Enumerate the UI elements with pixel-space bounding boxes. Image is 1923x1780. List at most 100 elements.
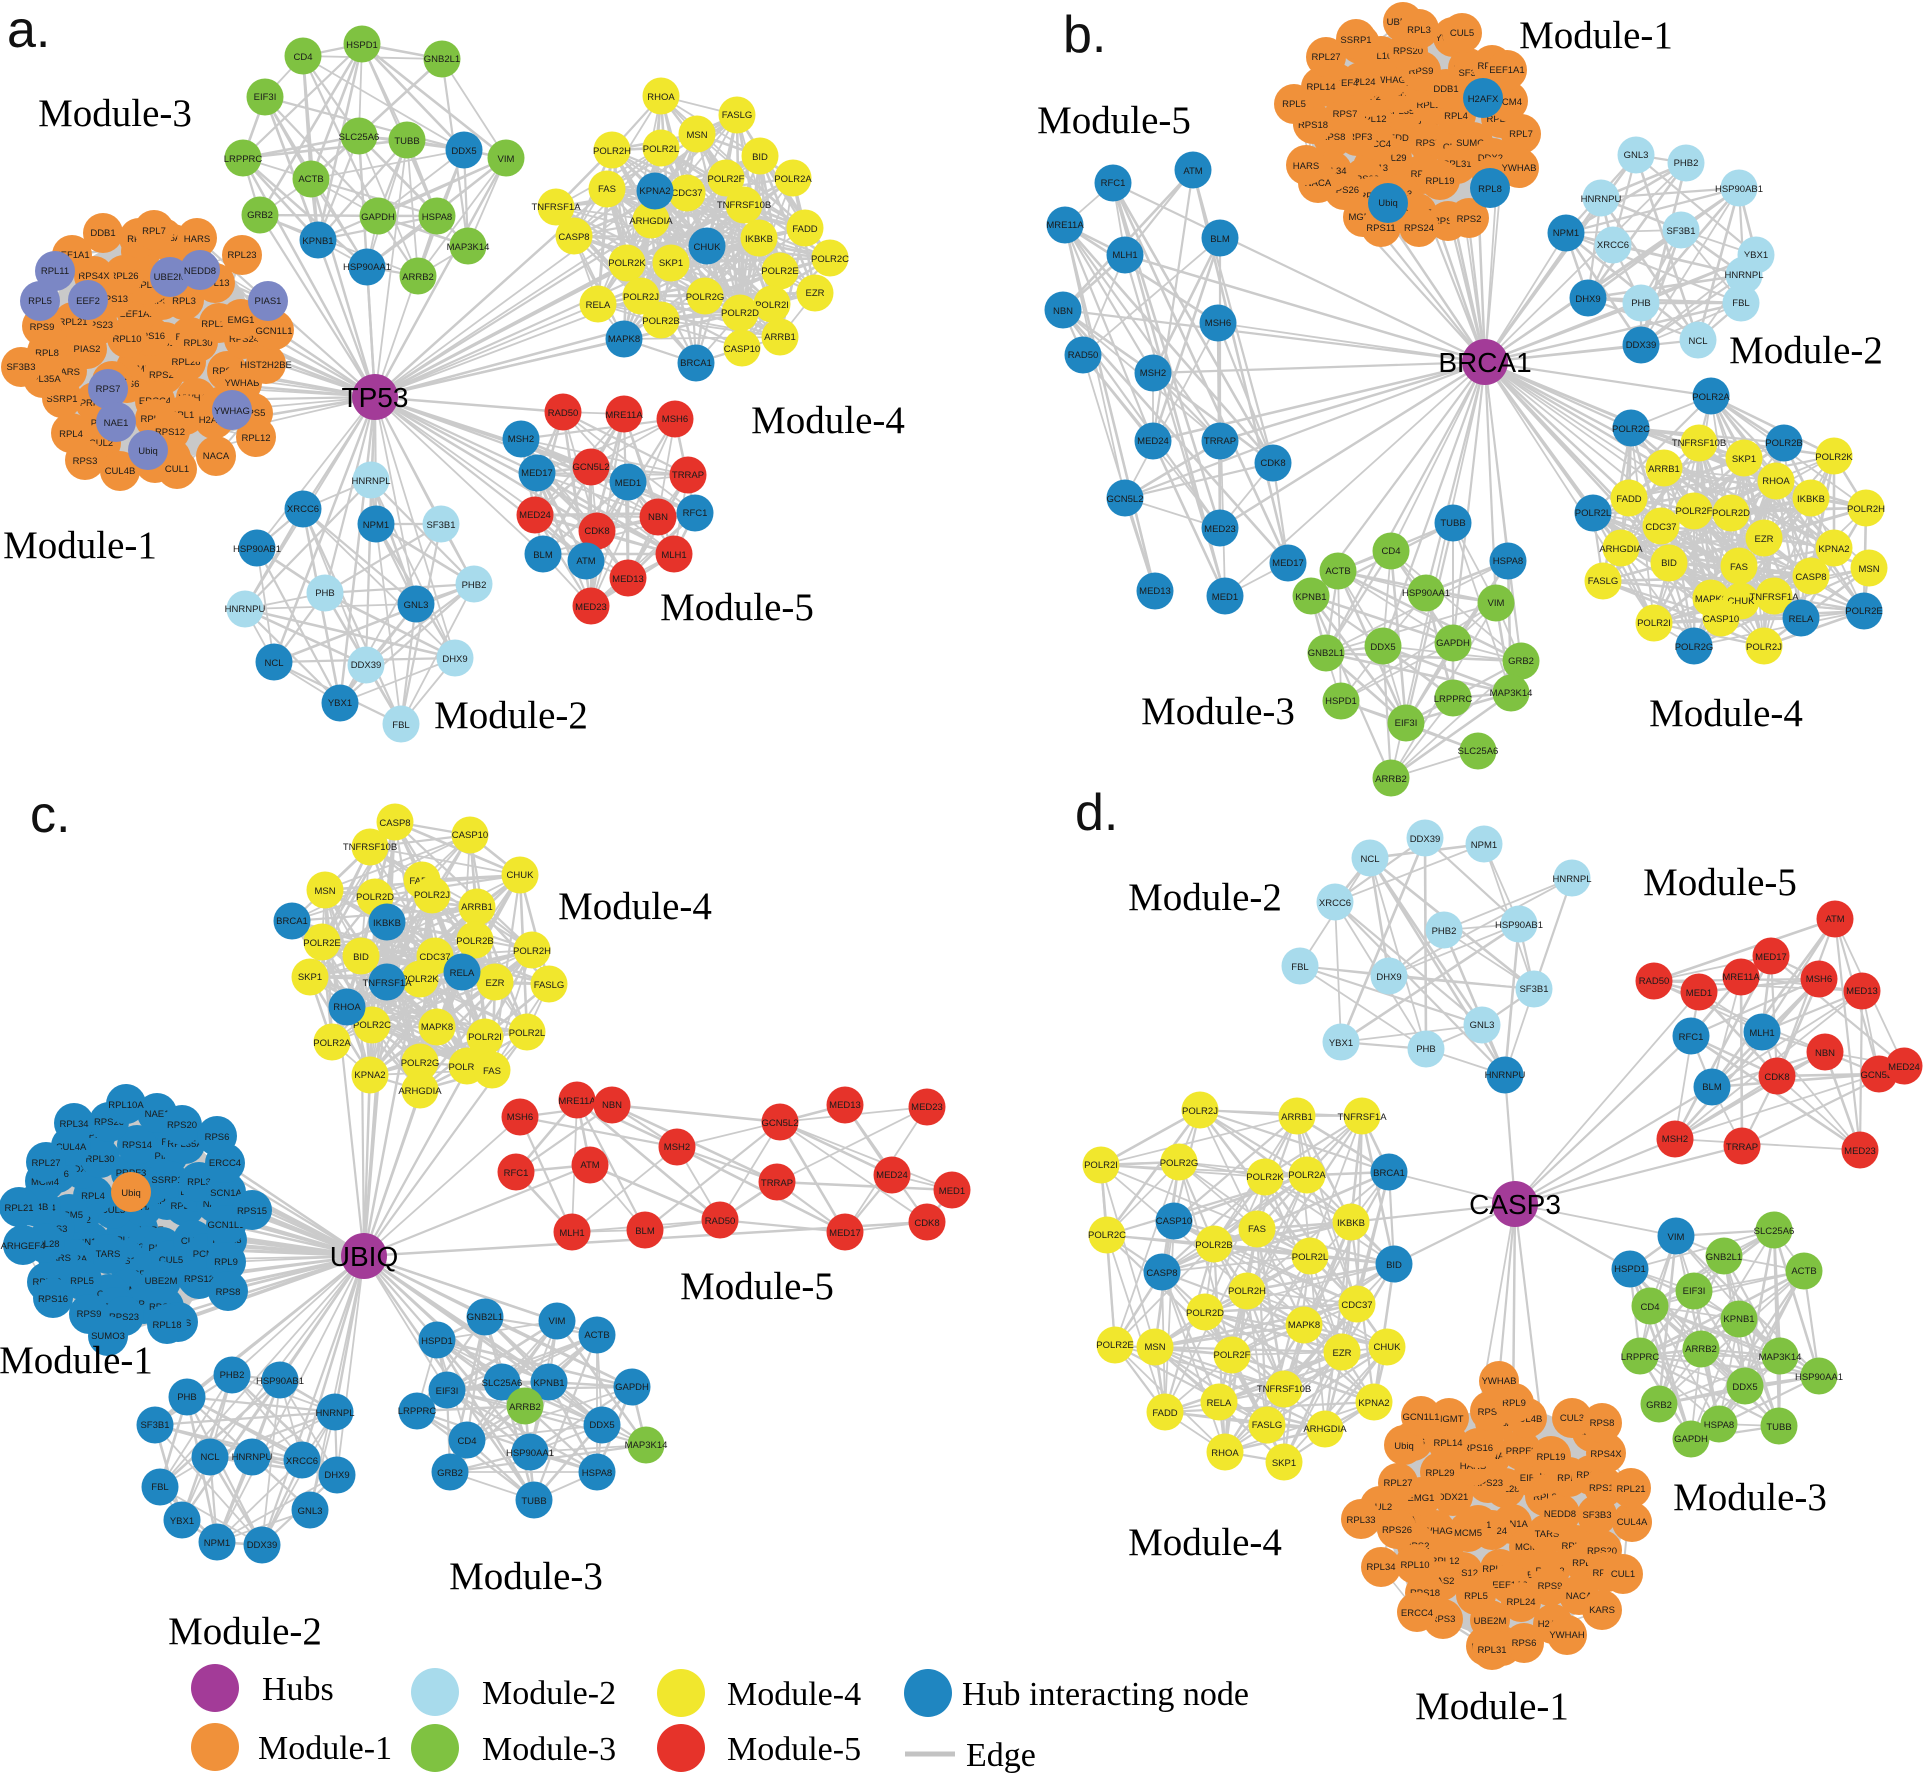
svg-text:CUL4B: CUL4B (105, 466, 136, 477)
svg-text:YBX1: YBX1 (1329, 1038, 1353, 1049)
svg-text:HNRNPL: HNRNPL (1552, 874, 1591, 885)
svg-text:RHOA: RHOA (1762, 476, 1790, 487)
svg-text:RPS24: RPS24 (1404, 223, 1434, 234)
svg-text:ACTB: ACTB (584, 1330, 609, 1341)
svg-text:HNRNPU: HNRNPU (1581, 194, 1622, 205)
svg-text:Module-5: Module-5 (680, 1265, 834, 1308)
svg-text:EZR: EZR (1755, 534, 1774, 545)
svg-text:VIM: VIM (549, 1316, 566, 1327)
svg-text:NBN: NBN (1053, 306, 1073, 317)
svg-text:HSPA8: HSPA8 (1704, 1420, 1734, 1431)
svg-text:ARHGDIA: ARHGDIA (1303, 1424, 1347, 1435)
svg-text:GAPDH: GAPDH (615, 1382, 649, 1393)
svg-text:GRB2: GRB2 (247, 210, 273, 221)
svg-text:DHX9: DHX9 (324, 1470, 349, 1481)
svg-text:FADD: FADD (1152, 1408, 1177, 1419)
svg-text:EIF3I: EIF3I (254, 92, 277, 103)
svg-text:GCN5L2: GCN5L2 (1107, 494, 1144, 505)
svg-text:BID: BID (353, 952, 369, 963)
svg-text:ACTB: ACTB (1325, 566, 1350, 577)
svg-text:CUL3: CUL3 (1560, 1413, 1584, 1424)
svg-text:RFC1: RFC1 (683, 508, 708, 519)
svg-text:RAD50: RAD50 (705, 1216, 736, 1227)
svg-text:BLM: BLM (533, 550, 553, 561)
svg-text:DHX9: DHX9 (1575, 294, 1600, 305)
svg-text:HNRNPL: HNRNPL (1724, 270, 1763, 281)
svg-text:EZR: EZR (806, 288, 825, 299)
svg-text:CUL1: CUL1 (165, 464, 189, 475)
svg-text:Module-2: Module-2 (434, 694, 588, 737)
svg-text:DDX5: DDX5 (1370, 642, 1395, 653)
svg-text:POLR2F: POLR2F (708, 174, 745, 185)
svg-text:Module-2: Module-2 (168, 1610, 322, 1653)
svg-text:IKBKB: IKBKB (745, 234, 773, 245)
svg-text:BRCA1: BRCA1 (680, 358, 712, 369)
svg-text:RPL10: RPL10 (1400, 1560, 1429, 1571)
svg-text:PHB: PHB (1416, 1044, 1436, 1055)
svg-text:CDK8: CDK8 (1764, 1072, 1789, 1083)
svg-text:CASP8: CASP8 (1795, 572, 1826, 583)
svg-text:CHUK: CHUK (1374, 1342, 1402, 1353)
svg-text:GRB2: GRB2 (1646, 1400, 1672, 1411)
svg-text:POLR2G: POLR2G (1160, 1158, 1199, 1169)
svg-text:POLR2J: POLR2J (1182, 1106, 1218, 1117)
svg-text:XRCC6: XRCC6 (1319, 898, 1351, 909)
svg-text:EIF3I: EIF3I (1395, 718, 1418, 729)
svg-text:ARHGDIA: ARHGDIA (629, 216, 673, 227)
svg-text:POLR2C: POLR2C (1088, 1230, 1126, 1241)
svg-text:MSH2: MSH2 (1140, 368, 1166, 379)
svg-text:NACA: NACA (203, 451, 230, 462)
svg-text:HSPD1: HSPD1 (1614, 1264, 1646, 1275)
svg-text:DHX9: DHX9 (442, 654, 467, 665)
svg-text:MSH2: MSH2 (1662, 1134, 1688, 1145)
svg-text:SLC25A6: SLC25A6 (339, 132, 380, 143)
svg-text:YWHAB: YWHAB (1482, 1376, 1517, 1387)
svg-text:SF3B3: SF3B3 (6, 362, 35, 373)
svg-text:LRPPRC: LRPPRC (398, 1406, 437, 1417)
svg-text:POLR2G: POLR2G (401, 1058, 440, 1069)
svg-text:EEF1A1: EEF1A1 (1489, 65, 1524, 76)
svg-text:CD4: CD4 (1640, 1302, 1659, 1313)
svg-text:RPS6: RPS6 (205, 1132, 230, 1143)
svg-text:POLR2C: POLR2C (353, 1020, 391, 1031)
svg-text:MED1: MED1 (1686, 988, 1712, 999)
svg-text:CD4: CD4 (1381, 546, 1400, 557)
svg-text:RAD50: RAD50 (548, 408, 579, 419)
svg-text:RPL14: RPL14 (1433, 1438, 1462, 1449)
svg-text:SKP1: SKP1 (659, 258, 683, 269)
svg-text:RPL4: RPL4 (1444, 111, 1468, 122)
svg-text:MLH1: MLH1 (1749, 1028, 1774, 1039)
svg-text:RPL12: RPL12 (241, 433, 270, 444)
svg-text:HARS: HARS (184, 234, 210, 245)
svg-text:IKBKB: IKBKB (373, 918, 401, 929)
svg-text:HIST2H2BE: HIST2H2BE (240, 360, 292, 371)
svg-text:CASP8: CASP8 (558, 232, 589, 243)
svg-text:KPNB1: KPNB1 (1723, 1314, 1754, 1325)
svg-text:MED17: MED17 (1272, 558, 1304, 569)
svg-text:MED17: MED17 (1755, 952, 1787, 963)
svg-text:RFC1: RFC1 (1679, 1032, 1704, 1043)
svg-text:RPL14: RPL14 (1306, 82, 1335, 93)
svg-text:SKP1: SKP1 (1732, 454, 1756, 465)
svg-text:Module-3: Module-3 (1673, 1476, 1827, 1519)
svg-text:GNB2L1: GNB2L1 (424, 54, 460, 65)
svg-text:SKP1: SKP1 (298, 972, 322, 983)
svg-text:MED1: MED1 (615, 478, 641, 489)
svg-text:TUBB: TUBB (1766, 1422, 1791, 1433)
svg-text:RPS4X: RPS4X (1590, 1449, 1622, 1460)
svg-text:HNRNPU: HNRNPU (1485, 1070, 1526, 1081)
svg-text:NEDD8: NEDD8 (184, 266, 216, 277)
svg-text:RAD50: RAD50 (1068, 350, 1099, 361)
svg-text:RPL29: RPL29 (1425, 1468, 1454, 1479)
svg-text:RPL9: RPL9 (214, 1257, 238, 1268)
svg-text:FAS: FAS (1248, 1224, 1266, 1235)
svg-text:RPS8: RPS8 (1590, 1418, 1615, 1429)
svg-text:MAPK8: MAPK8 (608, 334, 640, 345)
svg-text:DDB1: DDB1 (90, 228, 115, 239)
svg-text:FADD: FADD (1616, 494, 1641, 505)
svg-text:DDX39: DDX39 (351, 660, 382, 671)
svg-text:Module-5: Module-5 (1643, 861, 1797, 904)
svg-text:DHX9: DHX9 (1376, 972, 1401, 983)
svg-text:TUBB: TUBB (521, 1496, 546, 1507)
svg-text:CDC37: CDC37 (1341, 1300, 1372, 1311)
